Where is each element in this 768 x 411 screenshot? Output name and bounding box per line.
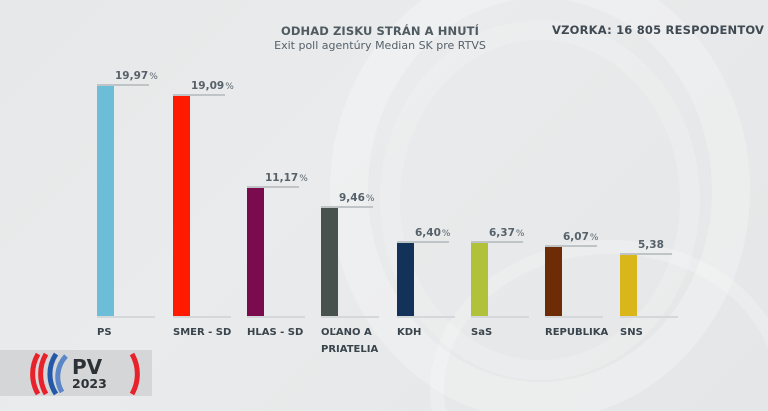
chart-title: ODHAD ZISKU STRÁN A HNUTÍ bbox=[281, 24, 479, 38]
category-label: SNS bbox=[620, 327, 643, 338]
bar bbox=[321, 207, 338, 316]
value-leader-line bbox=[321, 206, 373, 208]
baseline bbox=[545, 316, 603, 318]
value-leader-line bbox=[620, 253, 672, 255]
value-label: 6,40% bbox=[415, 227, 451, 239]
logo-pv: PV bbox=[72, 355, 103, 379]
sample-size: VZORKA: 16 805 RESPODENTOV bbox=[552, 23, 765, 37]
category-label: HLAS - SD bbox=[247, 327, 304, 338]
category-label: SaS bbox=[471, 327, 493, 338]
value-label: 6,07% bbox=[563, 231, 599, 243]
logo-arcs-icon bbox=[30, 352, 140, 396]
value-label: 6,37% bbox=[489, 227, 525, 239]
value-label: 11,17% bbox=[265, 172, 308, 184]
bar bbox=[173, 95, 190, 316]
bar bbox=[620, 254, 637, 316]
logo-text: PV 2023 bbox=[72, 357, 107, 391]
value-label: 9,46% bbox=[339, 192, 375, 204]
background-arc bbox=[330, 0, 750, 411]
value-leader-line bbox=[97, 84, 149, 86]
baseline bbox=[471, 316, 529, 318]
pv2023-logo bbox=[0, 350, 152, 396]
baseline bbox=[620, 316, 678, 318]
value-leader-line bbox=[247, 186, 299, 188]
baseline bbox=[247, 316, 305, 318]
bar bbox=[471, 242, 488, 316]
bar bbox=[247, 187, 264, 316]
value-label: 19,97% bbox=[115, 70, 158, 82]
logo-year: 2023 bbox=[72, 376, 107, 391]
category-label: SMER - SD bbox=[173, 327, 232, 338]
baseline bbox=[173, 316, 231, 318]
bar bbox=[545, 246, 562, 316]
baseline bbox=[97, 316, 155, 318]
category-label: PS bbox=[97, 327, 112, 338]
baseline bbox=[397, 316, 455, 318]
value-label: 19,09% bbox=[191, 80, 234, 92]
value-leader-line bbox=[397, 241, 449, 243]
chart-subtitle: Exit poll agentúry Median SK pre RTVS bbox=[274, 39, 486, 52]
category-label: OĽANO A PRIATELIA bbox=[321, 327, 379, 355]
bar bbox=[397, 242, 414, 316]
value-label: 5,38 bbox=[638, 239, 664, 251]
baseline bbox=[321, 316, 379, 318]
bar bbox=[97, 85, 114, 316]
category-label: KDH bbox=[397, 327, 422, 338]
value-leader-line bbox=[545, 245, 597, 247]
category-label: REPUBLIKA bbox=[545, 327, 609, 338]
value-leader-line bbox=[471, 241, 523, 243]
value-leader-line bbox=[173, 94, 225, 96]
